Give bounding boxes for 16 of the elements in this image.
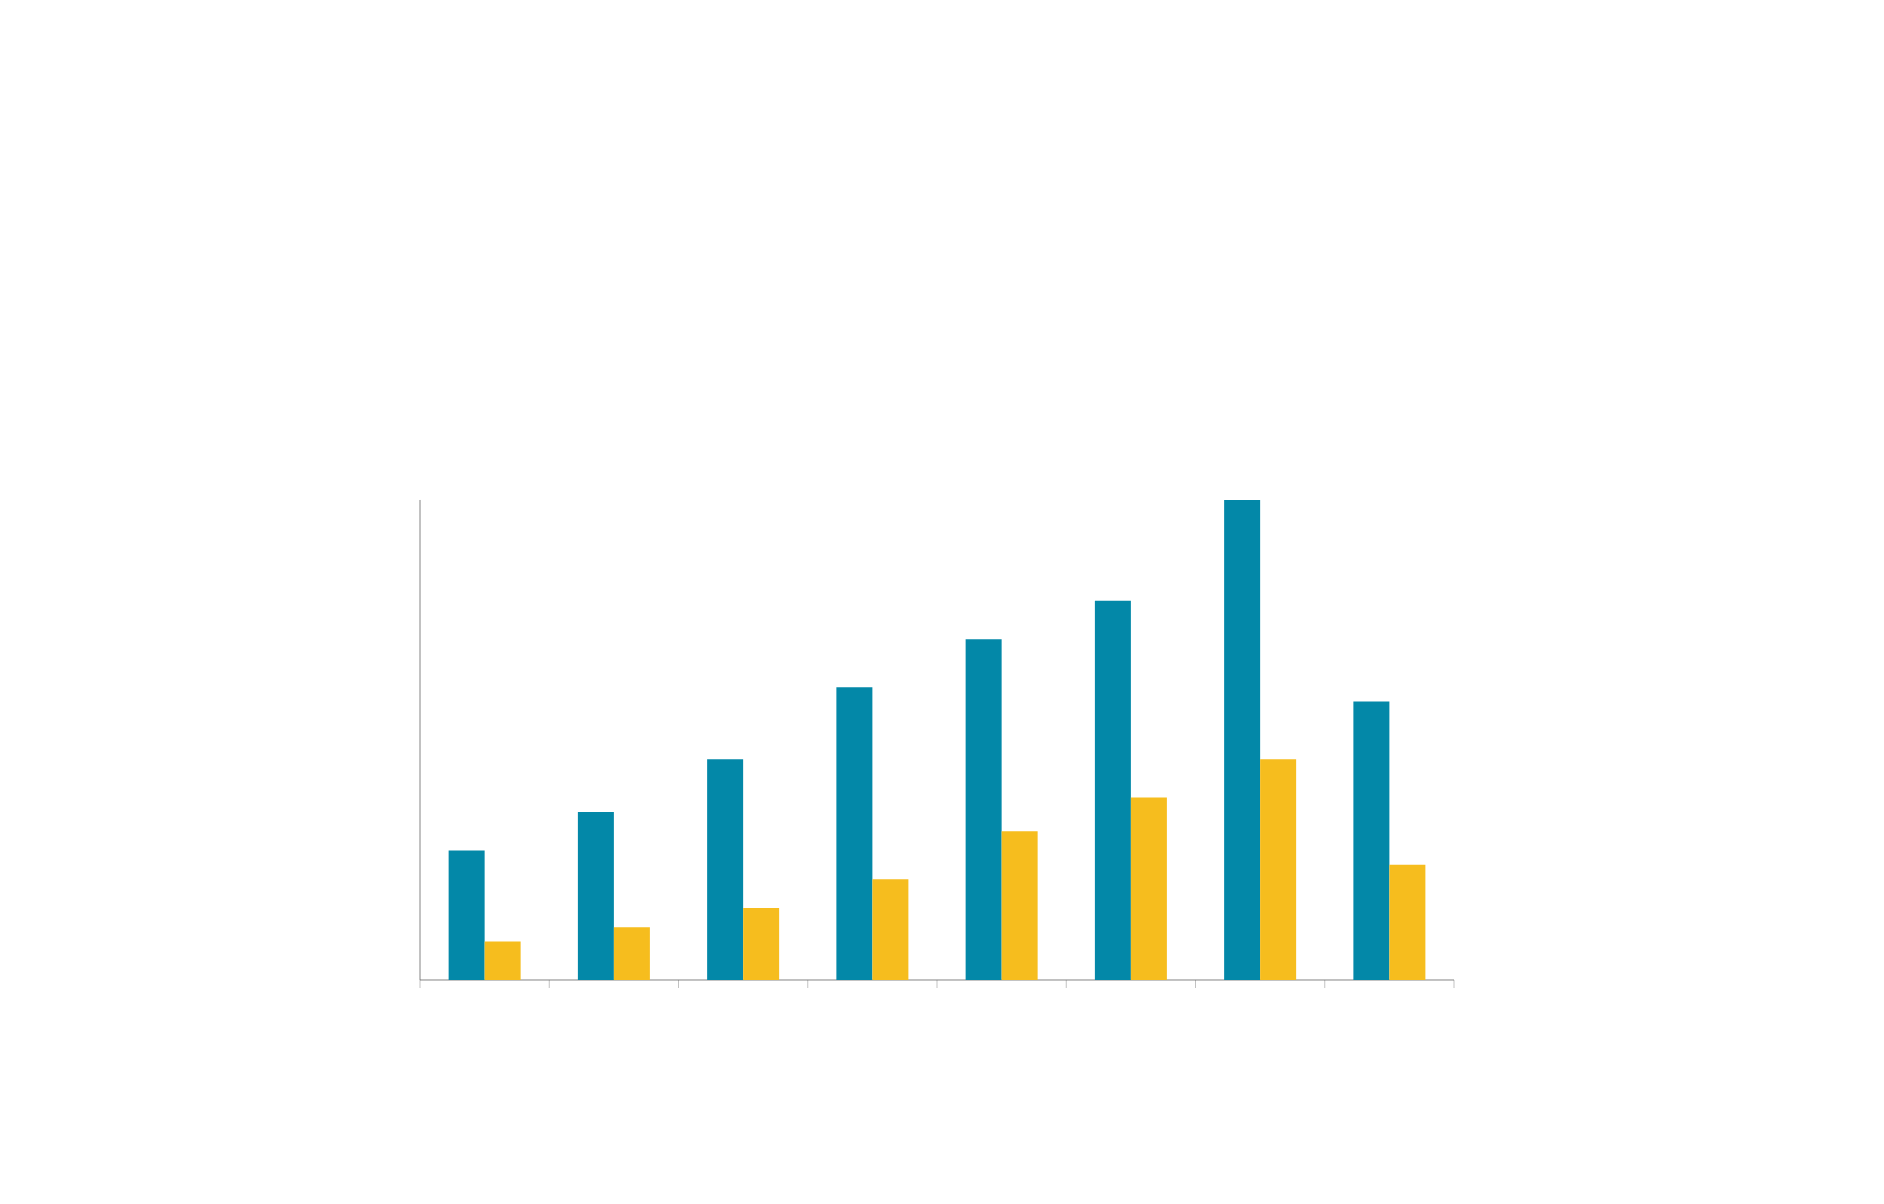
bar <box>1130 797 1167 980</box>
bar <box>484 941 521 980</box>
bar <box>1389 864 1426 980</box>
bar <box>872 879 909 980</box>
bar <box>836 687 873 980</box>
bar <box>1260 759 1297 980</box>
bar <box>1224 499 1261 980</box>
bar <box>1353 701 1390 980</box>
bar <box>965 639 1002 980</box>
bar <box>613 927 650 980</box>
bar <box>448 850 485 980</box>
bar <box>743 908 780 980</box>
bar <box>1094 600 1131 980</box>
bar <box>1001 831 1038 980</box>
bar <box>707 759 744 980</box>
bar <box>577 811 614 980</box>
